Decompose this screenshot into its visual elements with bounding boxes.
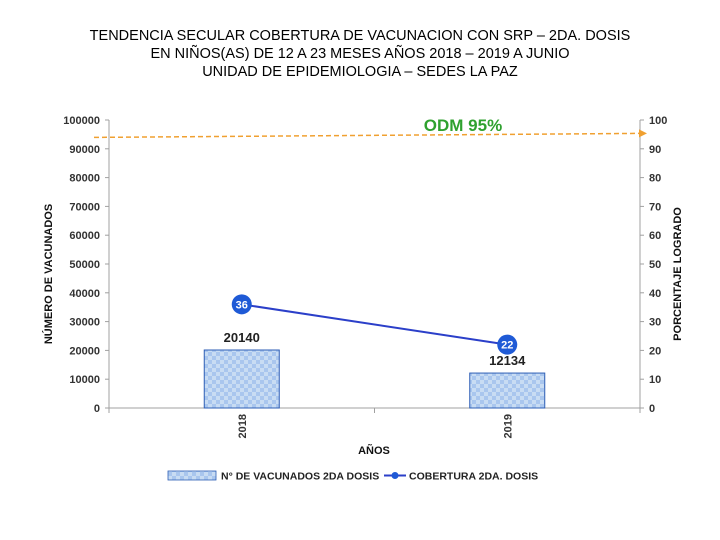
legend: N° DE VACUNADOS 2DA DOSIS COBERTURA 2DA.… [167,470,538,483]
y2-tick-label: 60 [649,230,661,242]
legend-swatch-bars [167,470,217,481]
title-line-3: UNIDAD DE EPIDEMIOLOGIA – SEDES LA PAZ [202,64,518,80]
legend-label-line: COBERTURA 2DA. DOSIS [409,471,538,483]
y2-tick-label: 70 [649,201,661,213]
y2-tick-label: 90 [649,144,661,156]
y-tick-label: 50000 [69,259,100,271]
y-tick-label: 20000 [69,345,100,357]
x-tick-label: 2019 [502,414,514,438]
y2-tick-label: 100 [649,115,667,127]
y2-tick-label: 80 [649,173,661,185]
x-axis-title: AÑOS [358,444,390,457]
legend-swatch-marker [391,472,399,479]
line-point [231,294,252,315]
bar [469,372,546,409]
y2-tick-label: 30 [649,317,661,329]
line-point [497,334,518,355]
chart-title: TENDENCIA SECULAR COBERTURA DE VACUNACIO… [0,27,720,81]
y2-axis-title: PORCENTAJE LOGRADO [672,207,684,341]
y-axis-title: NÚMERO DE VACUNADOS [42,204,55,344]
bar-value-label: 12134 [489,353,526,368]
line-point-label: 36 [236,299,248,311]
y2-tick-label: 40 [649,288,661,300]
title-line-2: EN NIÑOS(AS) DE 12 A 23 MESES AÑOS 2018 … [150,46,570,62]
y2-tick-label: 0 [649,403,655,415]
bar [203,349,280,409]
reference-label: ODM 95% [424,116,502,135]
y-tick-label: 100000 [63,115,100,127]
reference-arrowhead [639,129,647,138]
y2-tick-label: 20 [649,345,661,357]
y-tick-label: 60000 [69,230,100,242]
y-tick-label: 80000 [69,173,100,185]
line-point-label: 22 [501,340,513,352]
legend-label-bars: N° DE VACUNADOS 2DA DOSIS [221,471,379,483]
y2-tick-label: 10 [649,374,661,386]
y-tick-label: 0 [94,403,100,415]
reference-line [93,132,641,139]
title-line-1: TENDENCIA SECULAR COBERTURA DE VACUNACIO… [89,28,631,44]
y-tick-label: 30000 [69,317,100,329]
bar-value-label: 20140 [224,330,260,345]
y-tick-label: 40000 [69,288,100,300]
y-tick-label: 90000 [69,144,100,156]
y-tick-label: 10000 [69,374,100,386]
x-tick-label: 2018 [237,414,249,438]
y-tick-label: 70000 [69,201,100,213]
series-line [241,303,508,346]
y2-tick-label: 50 [649,259,661,271]
